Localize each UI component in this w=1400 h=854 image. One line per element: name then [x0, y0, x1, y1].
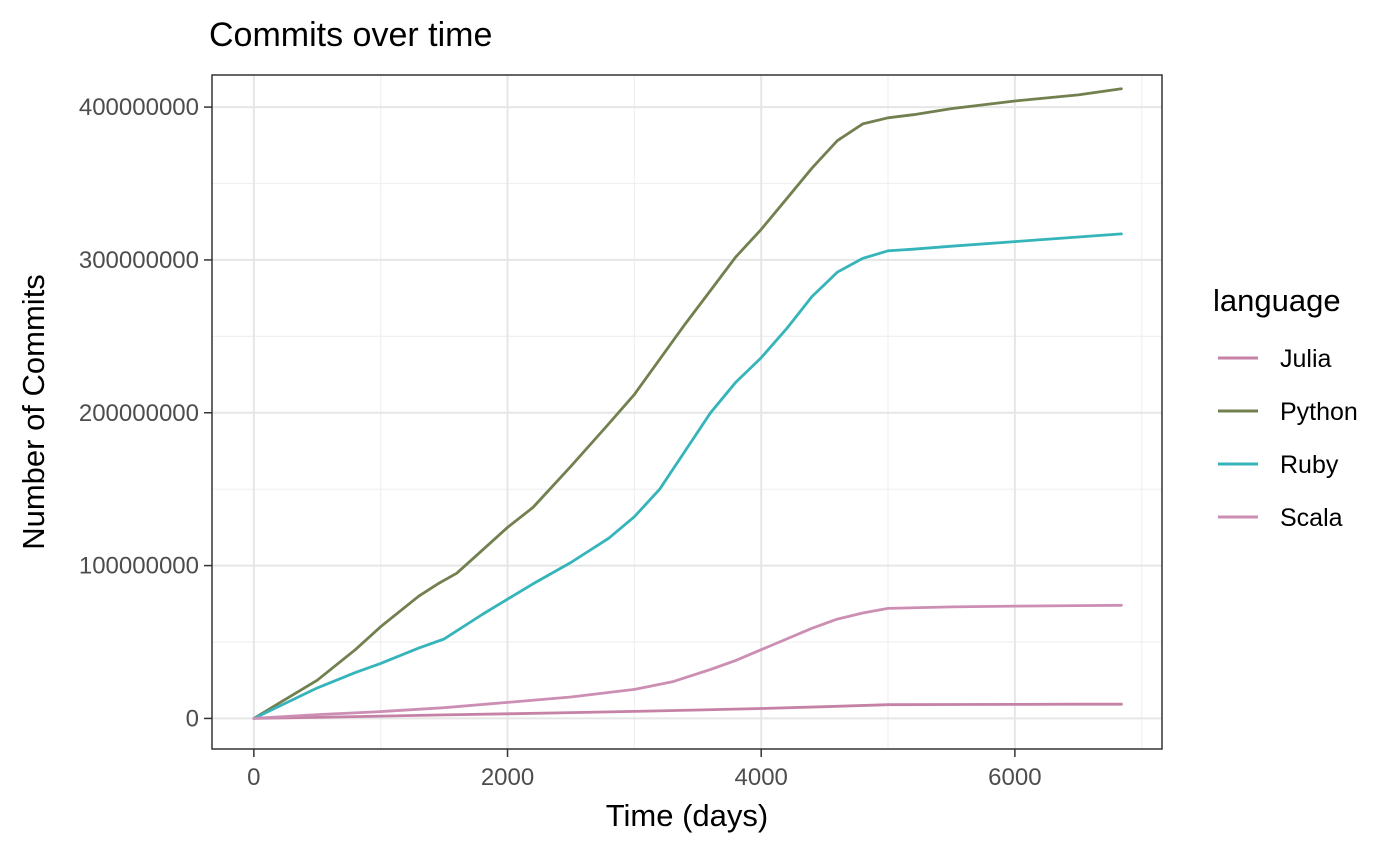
- y-tick-label: 400000000: [79, 94, 199, 121]
- x-axis-label: Time (days): [606, 798, 768, 833]
- axes: 0 2000 4000 6000 0 100000000 200000000 30000000…: [79, 94, 1042, 791]
- x-tick-label: 2000: [481, 764, 534, 791]
- legend-label-scala: Scala: [1280, 504, 1343, 532]
- y-tick-label: 100000000: [79, 553, 199, 580]
- plot-panel: [211, 74, 1163, 750]
- legend-items: Julia Python Ruby Scala: [1218, 345, 1358, 532]
- y-tick-label: 300000000: [79, 247, 199, 274]
- series-line-python: [252, 87, 1123, 720]
- chart-title: Commits over time: [209, 16, 492, 54]
- series-line-julia: [252, 702, 1123, 720]
- legend-label-python: Python: [1280, 398, 1358, 426]
- series-line-scala: [252, 603, 1123, 720]
- y-tick-label: 0: [186, 705, 199, 732]
- series-line-ruby: [252, 232, 1123, 720]
- legend-title: language: [1213, 283, 1341, 318]
- gridlines: [212, 75, 1162, 749]
- y-tick-label: 200000000: [79, 400, 199, 427]
- legend: language Julia Python Ruby Scala: [1213, 283, 1358, 532]
- legend-label-julia: Julia: [1280, 345, 1332, 373]
- legend-label-ruby: Ruby: [1280, 451, 1339, 479]
- series-lines: [252, 87, 1123, 720]
- x-tick-label: 4000: [735, 764, 788, 791]
- x-tick-label: 0: [247, 764, 260, 791]
- y-axis-label: Number of Commits: [16, 274, 51, 550]
- x-tick-label: 6000: [988, 764, 1041, 791]
